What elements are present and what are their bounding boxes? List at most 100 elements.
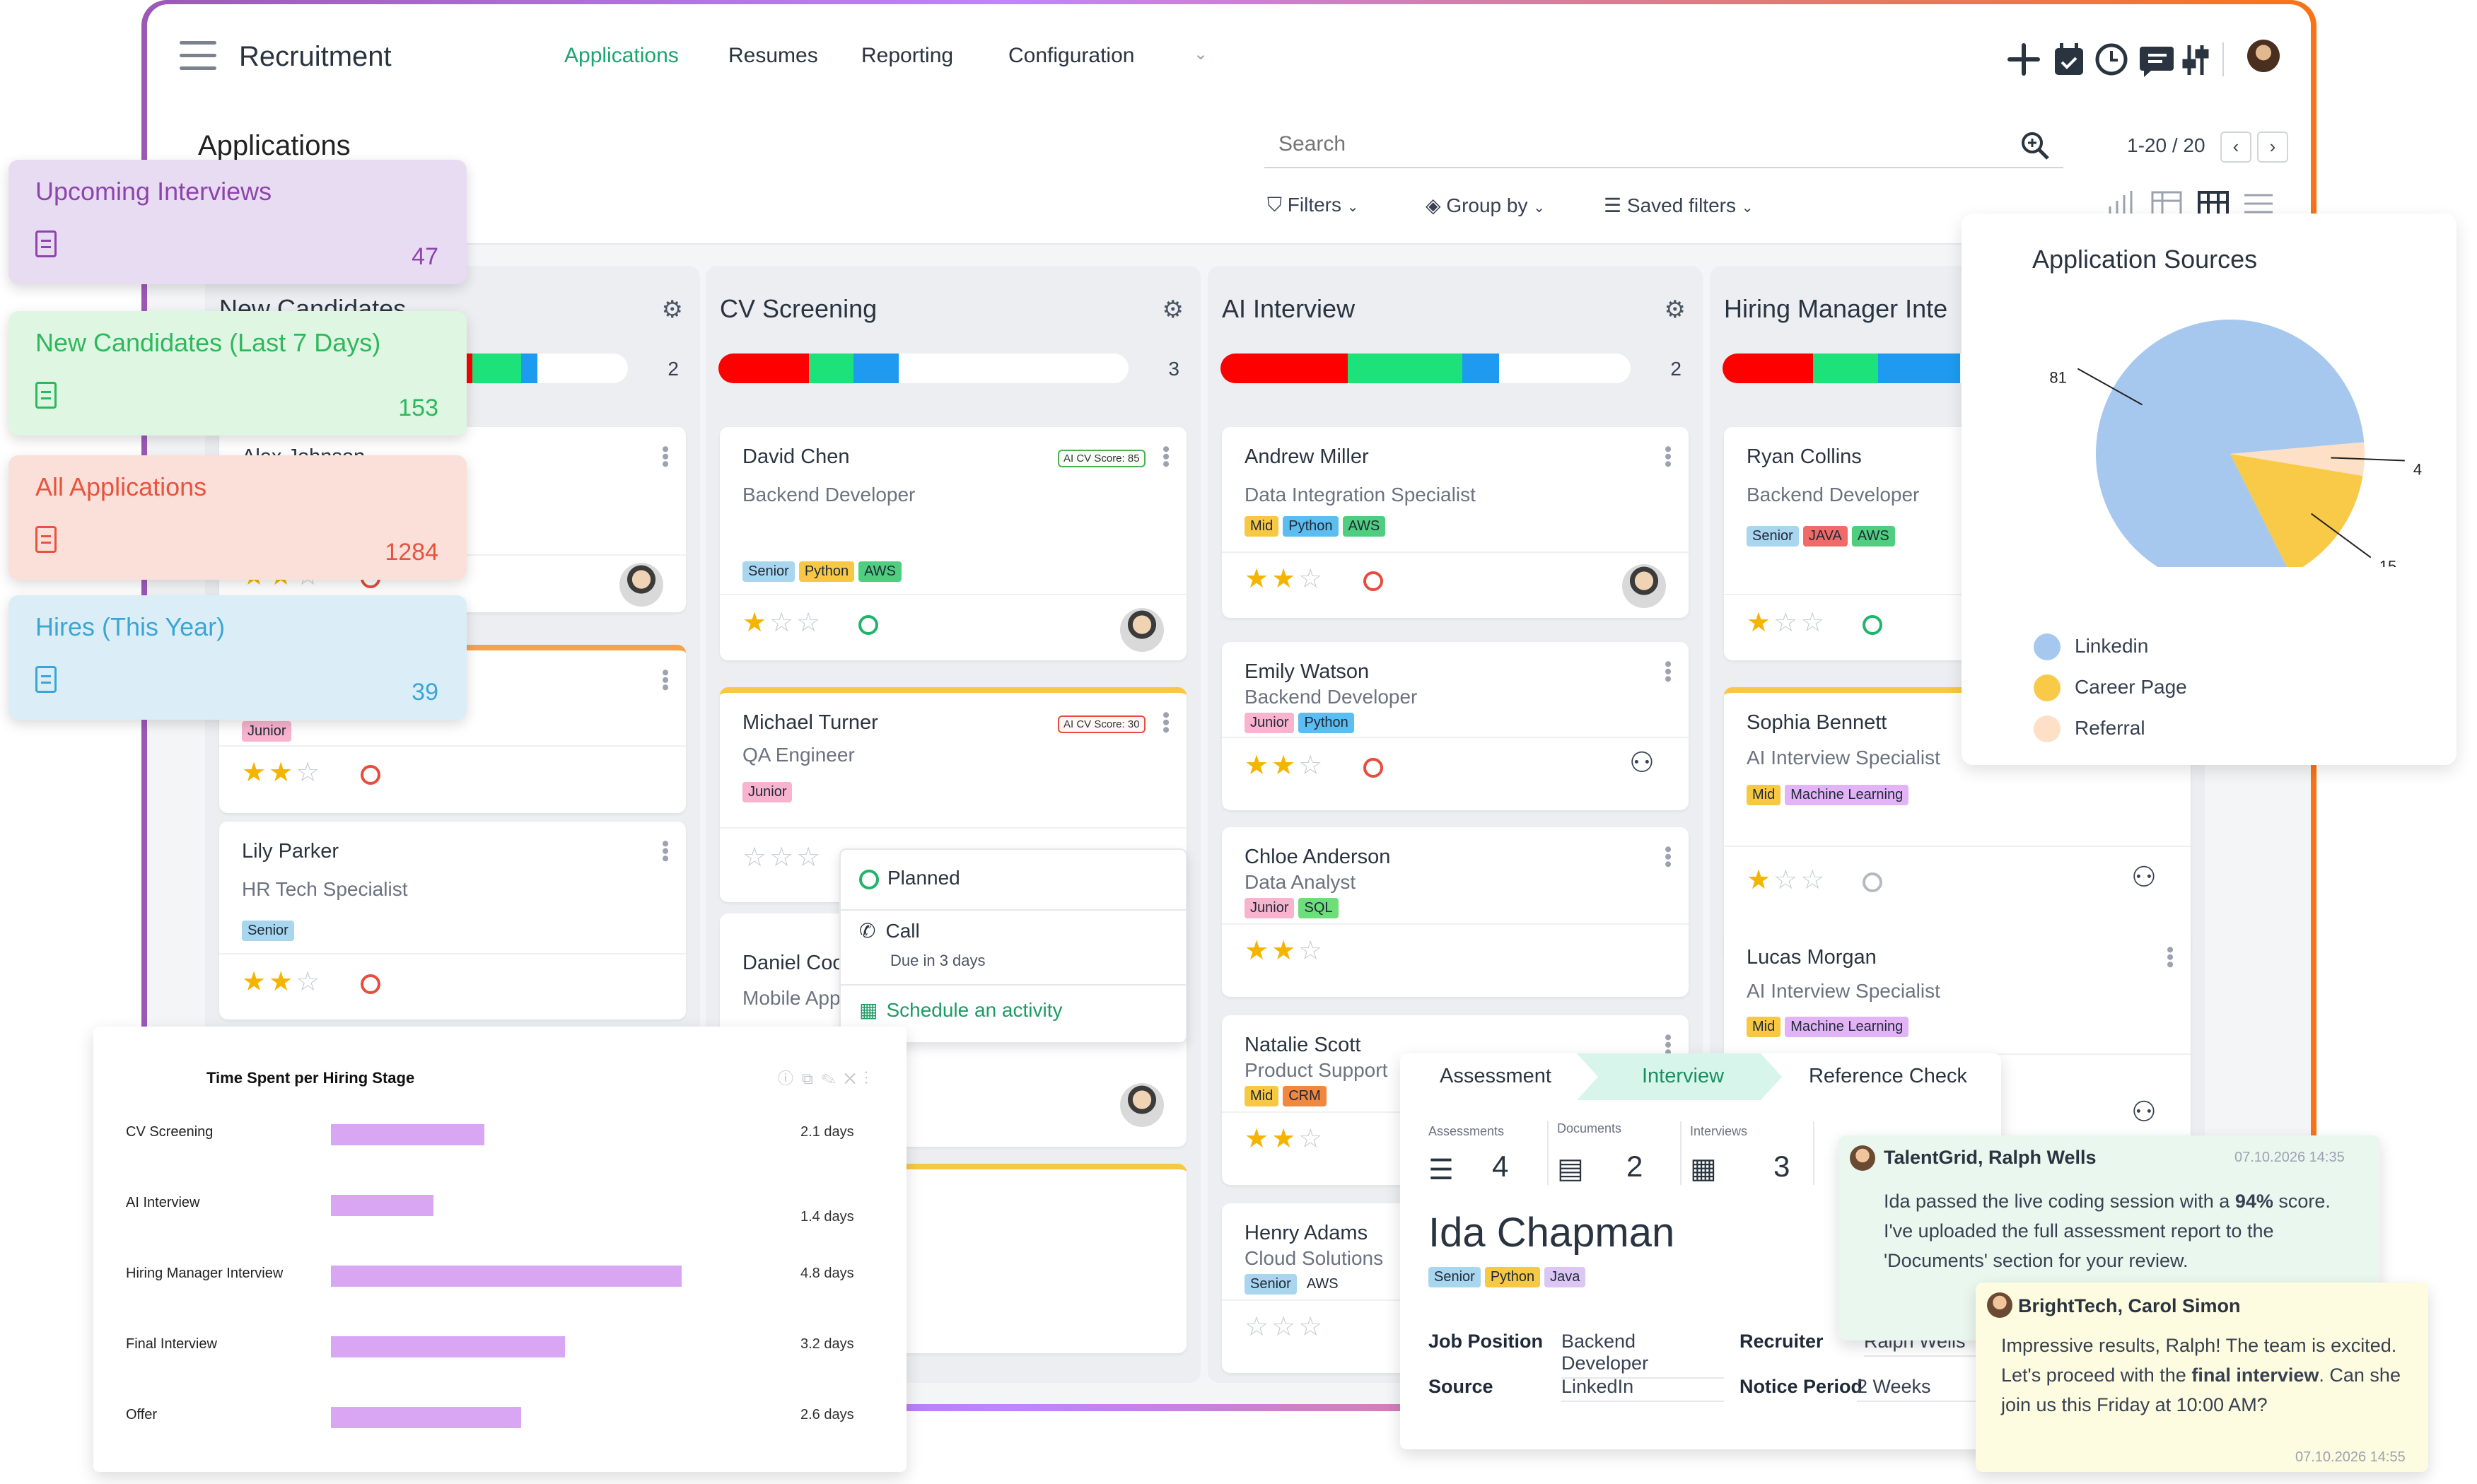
source-value[interactable]: LinkedIn <box>1561 1376 1724 1402</box>
more-icon[interactable]: ••• <box>1154 445 1177 468</box>
candidate-name: Ryan Collins <box>1747 445 1862 468</box>
filters-button[interactable]: ⛉ Filters ⌄ <box>1267 194 1359 216</box>
copy-icon[interactable]: ⧉ <box>802 1070 822 1087</box>
candidate-role: QA Engineer <box>742 744 855 766</box>
avatar <box>1987 1292 2012 1318</box>
nav-reporting[interactable]: Reporting <box>861 44 954 67</box>
activity-clock-icon[interactable] <box>1863 872 1882 892</box>
pie-slice[interactable] <box>2230 454 2363 567</box>
rating-stars[interactable]: ★★☆ <box>242 758 323 788</box>
rating-stars[interactable]: ★★☆ <box>1245 751 1326 781</box>
activity-clock-icon[interactable] <box>1863 615 1882 635</box>
rating-stars[interactable]: ☆☆☆ <box>1245 1312 1326 1342</box>
rating-stars[interactable]: ★★☆ <box>1245 564 1326 594</box>
more-icon[interactable]: ••• <box>2158 946 2181 969</box>
add-user-icon[interactable]: ⚇ <box>1629 747 1655 778</box>
tag-list: Mid Machine Learning <box>1747 1017 1913 1037</box>
chart-bar[interactable] <box>331 1266 682 1287</box>
nav-configuration[interactable]: Configuration <box>1008 44 1135 67</box>
pager-prev-button[interactable]: ‹ <box>2220 132 2251 163</box>
rating-stars[interactable]: ★★☆ <box>1245 936 1326 966</box>
tag: CRM <box>1283 1086 1327 1106</box>
stat-card-upcoming-interviews[interactable]: Upcoming Interviews 47 <box>8 160 467 284</box>
more-icon[interactable]: ••• <box>653 445 677 468</box>
chart-bar[interactable] <box>331 1124 484 1145</box>
candidate-card[interactable]: Lily Parker HR Tech Specialist ••• Senio… <box>219 822 686 1019</box>
nav-resumes[interactable]: Resumes <box>728 44 818 67</box>
divider <box>720 827 1187 829</box>
rating-stars[interactable]: ★☆☆ <box>742 608 824 638</box>
call-activity[interactable]: ✆ Call <box>859 919 920 942</box>
tag-list: Senior Python AWS <box>742 561 906 582</box>
chart-bar[interactable] <box>331 1336 565 1357</box>
stat-card-new-candidates[interactable]: New Candidates (Last 7 Days) 153 <box>8 311 467 436</box>
gear-icon[interactable]: ⚙ <box>661 296 683 323</box>
activity-clock-icon[interactable] <box>361 974 380 994</box>
legend-label: Linkedin <box>2075 635 2149 657</box>
activity-clock-icon[interactable] <box>1363 758 1383 778</box>
more-icon[interactable]: ••• <box>1656 660 1679 683</box>
add-user-icon[interactable]: ⚇ <box>2131 862 2157 893</box>
candidate-card[interactable]: Emily Watson Backend Developer ••• Junio… <box>1222 642 1689 810</box>
add-user-icon[interactable]: ⚇ <box>2131 1097 2157 1128</box>
schedule-label: Schedule an activity <box>886 999 1063 1021</box>
info-icon[interactable]: ⓘ <box>778 1070 803 1087</box>
gear-icon[interactable]: ⚙ <box>1162 296 1184 323</box>
saved-filters-button[interactable]: ☰ Saved filters ⌄ <box>1604 194 1754 216</box>
phone-icon: ✆ <box>859 920 876 942</box>
group-by-button[interactable]: ◈ Group by ⌄ <box>1426 194 1546 216</box>
rating-stars[interactable]: ★☆☆ <box>1747 865 1828 895</box>
edit-icon[interactable]: ✎ <box>821 1070 844 1087</box>
search-input[interactable] <box>1264 123 1987 165</box>
tab-interview[interactable]: Interview <box>1641 1065 1725 1087</box>
chat-timestamp: 07.10.2026 14:35 <box>2234 1150 2345 1165</box>
rating-stars[interactable]: ★★☆ <box>1245 1124 1326 1154</box>
tab-assessment[interactable]: Assessment <box>1440 1065 1551 1087</box>
nav-applications[interactable]: Applications <box>564 44 679 67</box>
chevron-down-icon[interactable]: ⌄ <box>1194 45 1208 64</box>
candidate-role: Cloud Solutions <box>1245 1247 1384 1269</box>
rating-stars[interactable]: ★☆☆ <box>1747 608 1828 638</box>
chat-message: TalentGrid, Ralph Wells 07.10.2026 14:35… <box>1838 1135 2380 1340</box>
candidate-card[interactable]: Chloe Anderson Data Analyst ••• Junior SQ… <box>1222 827 1689 997</box>
close-icon[interactable]: ✕ <box>844 1070 865 1087</box>
user-avatar[interactable] <box>2247 40 2280 72</box>
menu-icon[interactable] <box>180 41 216 71</box>
activity-clock-icon[interactable] <box>361 765 380 785</box>
gear-icon[interactable]: ⚙ <box>1664 296 1686 323</box>
pie-slice[interactable] <box>2096 320 2365 567</box>
candidate-card[interactable]: Andrew Miller Data Integration Specialis… <box>1222 427 1689 618</box>
notice-period-value[interactable]: 2 Weeks <box>1857 1376 1977 1402</box>
divider <box>1222 737 1689 738</box>
chart-bar[interactable] <box>331 1407 521 1428</box>
rating-stars[interactable]: ★★☆ <box>242 967 323 997</box>
search-icon[interactable] <box>2020 130 2051 161</box>
activity-clock-icon[interactable] <box>858 615 878 635</box>
more-icon[interactable]: ••• <box>1154 711 1177 734</box>
metric-value: 2 <box>1626 1150 1643 1183</box>
more-icon[interactable]: ••• <box>653 669 677 691</box>
tag: Mid <box>1245 1086 1279 1106</box>
more-icon[interactable]: ••• <box>653 840 677 863</box>
pager-next-button[interactable]: › <box>2257 132 2288 163</box>
candidate-role: Mobile App <box>742 987 841 1009</box>
plus-icon <box>2007 43 2040 76</box>
more-icon[interactable]: ••• <box>1656 445 1679 468</box>
more-icon[interactable]: ••• <box>1656 1034 1679 1056</box>
control-panel: Applications 1-20 / 20 ‹ › ⛉ Filters ⌄ ◈… <box>147 102 2311 245</box>
candidate-card[interactable]: David Chen Backend Developer AI CV Score… <box>720 427 1187 660</box>
chart-bar[interactable] <box>331 1195 433 1216</box>
stat-card-hires[interactable]: Hires (This Year) 39 <box>8 595 467 720</box>
activity-clock-icon[interactable] <box>1363 571 1383 591</box>
tab-reference-check[interactable]: Reference Check <box>1808 1065 1968 1087</box>
pie-slice[interactable] <box>2230 442 2365 477</box>
rating-stars[interactable]: ☆☆☆ <box>742 843 824 872</box>
chart-category-label: Hiring Manager Interview <box>126 1266 284 1281</box>
more-icon[interactable]: ••• <box>1656 846 1679 868</box>
stat-title: Upcoming Interviews <box>35 177 272 206</box>
stat-card-all-applications[interactable]: All Applications 1284 <box>8 455 467 580</box>
ai-score-badge: AI CV Score: 85 <box>1058 450 1146 467</box>
job-position-value[interactable]: Backend Developer <box>1561 1331 1724 1379</box>
schedule-activity-button[interactable]: ▦ Schedule an activity <box>859 998 1063 1022</box>
more-icon[interactable]: ⋮ <box>864 1070 878 1087</box>
